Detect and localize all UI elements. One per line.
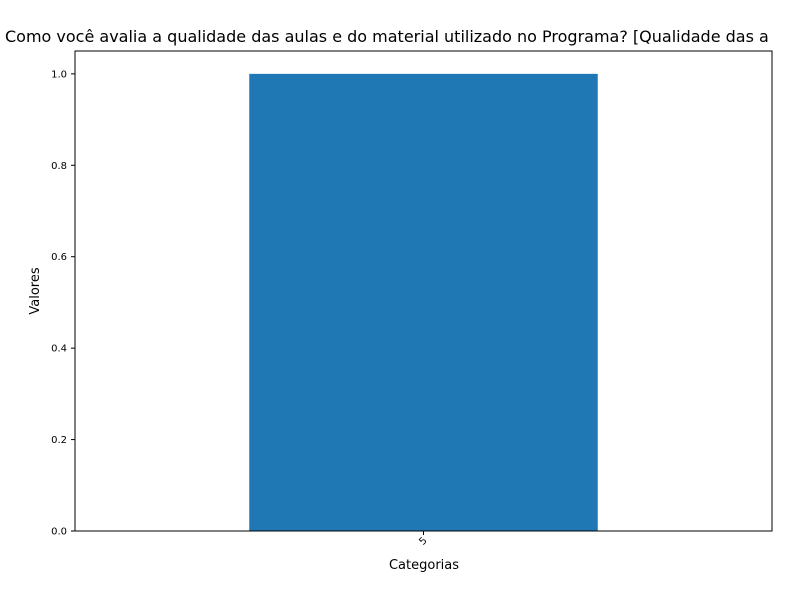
- y-tick-label: 1.0: [51, 69, 67, 80]
- x-axis-ticks: 5: [417, 531, 430, 548]
- y-tick-label: 0.6: [51, 252, 67, 263]
- x-axis-label: Categorias: [389, 558, 459, 573]
- y-axis-ticks: 0.0 0.2 0.4 0.6 0.8 1.0: [51, 69, 75, 538]
- x-tick-label: 5: [417, 535, 429, 547]
- y-axis-label: Valores: [28, 267, 43, 314]
- bar-5: [249, 73, 598, 531]
- y-tick-label: 0.8: [51, 161, 67, 172]
- y-tick-label: 0.4: [51, 344, 67, 355]
- y-tick-label: 0.0: [51, 527, 67, 538]
- chart-title: Como você avalia a qualidade das aulas e…: [5, 27, 769, 46]
- plot-area: [249, 73, 598, 531]
- y-tick-label: 0.2: [51, 435, 67, 446]
